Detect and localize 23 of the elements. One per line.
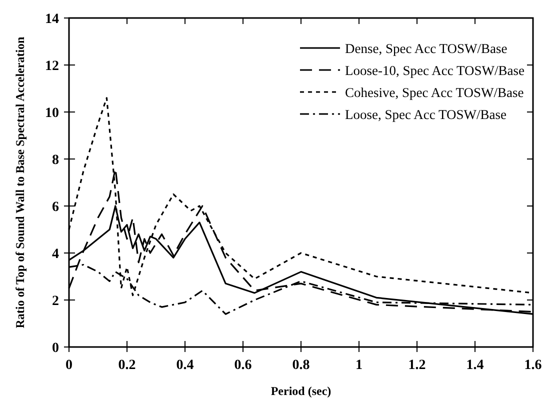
y-tick-label: 2 <box>52 294 59 309</box>
legend-label: Dense, Spec Acc TOSW/Base <box>345 41 508 56</box>
x-tick-label: 1.2 <box>408 358 426 373</box>
y-tick-label: 6 <box>52 200 59 215</box>
y-tick-label: 10 <box>45 106 59 121</box>
x-tick-label: 0.8 <box>292 358 310 373</box>
x-tick-label: 1.4 <box>466 358 484 373</box>
y-axis-title: Ratio of Top of Sound Wall to Base Spectral Acceleration <box>13 36 27 328</box>
legend-label: Loose, Spec Acc TOSW/Base <box>345 107 506 122</box>
x-tick-label: 0.6 <box>234 358 252 373</box>
x-axis-title: Period (sec) <box>270 384 332 398</box>
y-tick-label: 14 <box>45 12 59 27</box>
x-tick-label: 1 <box>356 358 362 373</box>
legend-label: Loose-10, Spec Acc TOSW/Base <box>345 63 524 78</box>
y-tick-label: 4 <box>52 247 59 262</box>
x-tick-label: 0.2 <box>118 358 136 373</box>
y-tick-label: 8 <box>52 153 59 168</box>
x-tick-label: 0 <box>66 358 72 373</box>
legend-label: Cohesive, Spec Acc TOSW/Base <box>345 85 524 100</box>
y-tick-label: 12 <box>45 59 59 74</box>
x-tick-label: 1.6 <box>524 358 542 373</box>
x-tick-label: 0.4 <box>176 358 194 373</box>
y-tick-label: 0 <box>52 341 59 356</box>
